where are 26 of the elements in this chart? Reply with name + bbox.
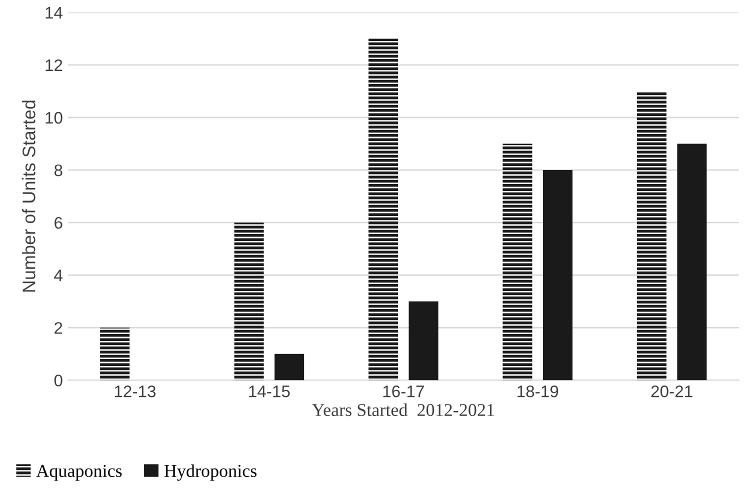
bar xyxy=(234,222,264,380)
x-tick-label: 12-13 xyxy=(114,386,156,398)
bar xyxy=(408,301,438,380)
x-axis-title: Years Started 2012-2021 xyxy=(312,403,494,416)
y-axis-title: Number of Units Started xyxy=(22,100,36,292)
y-tick-label: 10 xyxy=(46,112,62,124)
bar xyxy=(274,354,304,380)
x-tick-label: 14-15 xyxy=(249,386,290,398)
legend-label: Hydroponics xyxy=(164,464,257,481)
y-tick-label: 8 xyxy=(54,164,62,176)
y-tick-label: 6 xyxy=(54,216,62,229)
x-tick-label: 18-19 xyxy=(518,386,558,398)
y-tick-label: 4 xyxy=(54,270,63,282)
y-tick-label: 0 xyxy=(54,374,62,386)
bar xyxy=(368,38,398,380)
x-tick-label: 16-17 xyxy=(383,386,424,398)
bar xyxy=(100,328,130,380)
bar xyxy=(677,144,707,380)
bar xyxy=(542,170,572,380)
y-tick-label: 12 xyxy=(46,59,62,72)
legend-label: Aquaponics xyxy=(36,464,122,481)
y-tick-label: 14 xyxy=(46,7,63,18)
x-tick-label: 20-21 xyxy=(651,386,692,398)
bar xyxy=(636,91,666,380)
y-tick-label: 2 xyxy=(54,322,62,334)
bar xyxy=(502,144,532,380)
